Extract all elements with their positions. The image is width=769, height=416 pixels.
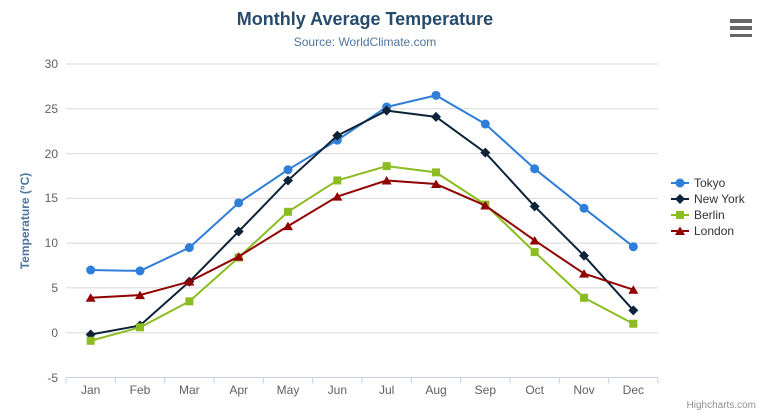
series-line-tokyo[interactable] (89, 94, 635, 272)
triangle-marker-icon (671, 226, 689, 235)
data-point-london[interactable] (628, 285, 639, 294)
data-point-london[interactable] (283, 221, 293, 231)
x-axis-label-dec: Dec (622, 383, 644, 397)
legend-label-berlin: Berlin (694, 208, 725, 222)
x-axis-label-mar: Mar (178, 383, 200, 397)
y-axis-label: -5 (47, 370, 58, 385)
x-axis-label-may: May (276, 383, 300, 397)
data-point-london[interactable] (85, 293, 96, 302)
hamburger-icon (730, 19, 752, 23)
data-point-tokyo[interactable] (579, 203, 589, 213)
y-axis-label: 0 (51, 325, 58, 340)
legend-label-new-york: New York (694, 192, 745, 206)
data-point-london[interactable] (381, 175, 392, 185)
data-point-new-york[interactable] (529, 201, 540, 212)
legend-item-new-york[interactable]: New York (671, 193, 745, 205)
data-point-tokyo[interactable] (135, 266, 145, 276)
data-point-london[interactable] (332, 192, 343, 201)
legend-label-london: London (694, 224, 735, 238)
x-axis-label-jun: Jun (327, 383, 347, 397)
data-point-tokyo[interactable] (530, 164, 540, 174)
diamond-marker-icon (671, 194, 689, 204)
x-axis-label-sep: Sep (474, 383, 496, 397)
y-axis-label: 10 (44, 236, 58, 251)
legend-item-berlin[interactable]: Berlin (671, 209, 745, 221)
data-point-new-york[interactable] (381, 105, 392, 116)
data-point-new-york[interactable] (233, 226, 244, 237)
data-point-tokyo[interactable] (184, 243, 194, 253)
y-axis-label: 5 (51, 280, 58, 295)
data-point-tokyo[interactable] (431, 90, 441, 100)
data-point-new-york[interactable] (283, 175, 293, 186)
data-point-london[interactable] (579, 269, 589, 278)
data-point-berlin[interactable] (284, 207, 292, 216)
data-point-london[interactable] (529, 235, 540, 245)
y-axis-label: 15 (44, 191, 58, 206)
chart-title: Monthly Average Temperature (236, 9, 494, 29)
data-point-london[interactable] (480, 201, 491, 210)
data-point-berlin[interactable] (333, 176, 342, 185)
x-axis-label-nov: Nov (573, 383, 595, 397)
data-point-new-york[interactable] (332, 130, 343, 141)
legend-label-tokyo: Tokyo (694, 176, 726, 190)
data-point-london[interactable] (184, 277, 195, 286)
data-point-berlin[interactable] (629, 319, 638, 328)
x-axis-label-feb: Feb (129, 383, 151, 397)
data-point-tokyo[interactable] (480, 119, 490, 129)
data-point-tokyo[interactable] (628, 242, 638, 252)
data-point-berlin[interactable] (530, 248, 539, 257)
data-point-london[interactable] (233, 252, 244, 261)
data-point-london[interactable] (431, 179, 441, 189)
data-point-tokyo[interactable] (283, 165, 293, 175)
legend-item-london[interactable]: London (671, 225, 745, 237)
data-point-new-york[interactable] (628, 305, 639, 316)
x-axis-label-oct: Oct (525, 383, 544, 397)
x-axis-label-jan: Jan (80, 383, 101, 397)
legend-item-tokyo[interactable]: Tokyo (671, 177, 745, 189)
data-point-new-york[interactable] (579, 250, 589, 261)
data-point-tokyo[interactable] (86, 265, 96, 275)
x-axis-label-aug: Aug (425, 383, 447, 397)
data-point-berlin[interactable] (185, 297, 194, 306)
data-point-berlin[interactable] (432, 168, 440, 177)
data-point-berlin[interactable] (580, 293, 588, 302)
data-point-tokyo[interactable] (234, 198, 244, 208)
data-point-new-york[interactable] (480, 147, 491, 158)
y-axis-label: 30 (44, 57, 58, 71)
credits-link[interactable]: Highcharts.com (686, 400, 756, 411)
data-point-berlin[interactable] (382, 162, 391, 171)
x-axis-label-jul: Jul (378, 383, 395, 397)
legend: Tokyo New York Berlin London (671, 177, 745, 237)
context-menu-button[interactable] (730, 19, 754, 37)
circle-marker-icon (671, 178, 689, 188)
series-line-berlin[interactable] (89, 165, 635, 342)
data-point-london[interactable] (135, 290, 145, 300)
data-point-berlin[interactable] (136, 323, 144, 332)
series-line-new-york[interactable] (89, 109, 635, 336)
square-marker-icon (671, 211, 689, 219)
hamburger-icon (730, 33, 752, 37)
y-axis-label: 25 (44, 101, 58, 116)
series-line-london[interactable] (89, 179, 635, 299)
hamburger-icon (730, 26, 752, 30)
x-axis-label-apr: Apr (229, 383, 248, 397)
chart-subtitle: Source: WorldClimate.com (293, 35, 437, 49)
y-axis-label: 20 (44, 146, 58, 161)
data-point-berlin[interactable] (86, 336, 95, 345)
data-point-new-york[interactable] (431, 111, 441, 122)
